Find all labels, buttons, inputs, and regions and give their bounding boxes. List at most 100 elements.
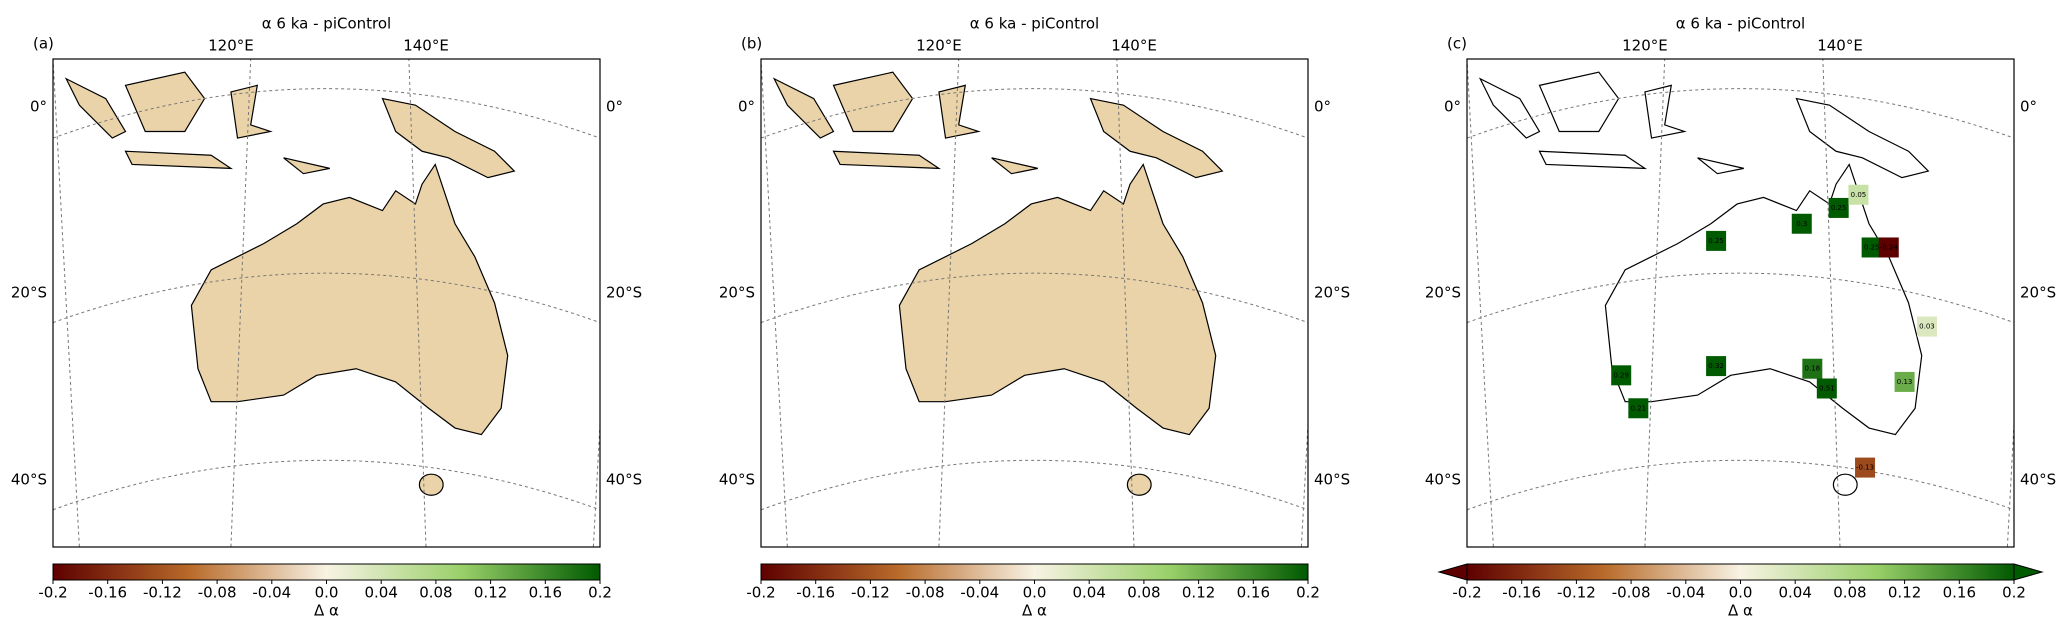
lat-label: 0°: [606, 98, 623, 116]
colorbar-tick-label: 0.16: [1237, 584, 1270, 602]
lat-label: 20°S: [1425, 284, 1461, 302]
lat-label: 0°: [738, 98, 755, 116]
land: [939, 85, 979, 138]
lon-label: 120°E: [916, 37, 962, 55]
site-value: -0.24: [1880, 243, 1899, 251]
colorbar: [52, 563, 601, 581]
graticule: [53, 59, 79, 547]
land: [833, 72, 912, 131]
land: [774, 79, 833, 138]
panel-title: α 6 ka - piControl: [1676, 15, 1805, 33]
colorbar-tick-label: 0.04: [1778, 584, 1811, 602]
colorbar-tick-label: -0.16: [88, 584, 127, 602]
site-value: 0.29: [1613, 371, 1629, 379]
land: [899, 164, 1215, 434]
map: [761, 59, 1328, 547]
colorbar-tick-label: 0.0: [1729, 584, 1753, 602]
map-frame: [1466, 58, 2015, 548]
colorbar-tick-label: -0.16: [1502, 584, 1541, 602]
site-cell: [1878, 237, 1899, 258]
site-cell: [1894, 371, 1915, 392]
land: [1539, 72, 1618, 131]
panel-label: (b): [741, 35, 762, 53]
graticule: [1467, 460, 2014, 509]
land: [383, 99, 515, 178]
site-cell: [1828, 197, 1849, 218]
land: [1645, 85, 1685, 138]
lat-label: 20°S: [719, 284, 755, 302]
map-panel: (c) α 6 ka - piControl 120°E 140°E 0° 0° 20°S 2…: [1425, 15, 2056, 620]
colorbar-tick-label: -0.12: [1557, 584, 1596, 602]
colorbar-tick-label: 0.12: [1182, 584, 1215, 602]
site-value: 0.32: [1708, 362, 1724, 370]
land: [125, 72, 204, 131]
lat-label: 0°: [1444, 98, 1461, 116]
lon-label: 140°E: [403, 37, 449, 55]
lat-label: 20°S: [11, 284, 47, 302]
colorbar-tick-label: -0.04: [252, 584, 291, 602]
lon-label: 140°E: [1111, 37, 1157, 55]
colorbar-label: Δ α: [1022, 602, 1047, 620]
colorbar-tick-label: -0.16: [796, 584, 835, 602]
land: [1480, 79, 1539, 138]
panel-label: (c): [1447, 35, 1467, 53]
graticule: [53, 273, 600, 322]
land: [833, 151, 938, 168]
geography: [1467, 59, 2034, 547]
map: [1467, 59, 2034, 547]
land: [231, 85, 271, 138]
site-cell: [1916, 316, 1937, 337]
colorbar-extend: [1437, 563, 1468, 581]
colorbar-label: Δ α: [1728, 602, 1753, 620]
graticule: [761, 89, 1308, 138]
lat-label: 20°S: [1314, 284, 1350, 302]
land: [1797, 99, 1929, 178]
graticule: [1467, 59, 1493, 547]
map-panel: (b) α 6 ka - piControl 120°E 140°E 0° 0° 20°S 2…: [719, 15, 1350, 620]
graticule: [761, 460, 1308, 509]
map: [53, 59, 620, 547]
lat-label: 20°S: [606, 284, 642, 302]
land: [66, 79, 125, 138]
colorbar-tick-label: -0.08: [1612, 584, 1651, 602]
panel-title: α 6 ka - piControl: [970, 15, 1099, 33]
colorbar-tick-label: -0.08: [198, 584, 237, 602]
colorbar-tick-label: -0.12: [143, 584, 182, 602]
lat-label: 40°S: [606, 471, 642, 489]
colorbar-tick-label: 0.16: [529, 584, 562, 602]
colorbar-tick-label: 0.04: [1072, 584, 1105, 602]
colorbar-tick-label: 0.08: [419, 584, 452, 602]
colorbar-tick-label: 0.12: [1888, 584, 1921, 602]
colorbar-tick-label: 0.2: [588, 584, 612, 602]
geography: [761, 59, 1328, 547]
map-frame: [760, 58, 1309, 548]
graticule: [53, 460, 600, 509]
colorbar: [760, 563, 1309, 581]
site-value: 0.05: [1851, 191, 1867, 199]
graticule: [53, 89, 600, 138]
land: [419, 474, 443, 495]
lat-label: 40°S: [1425, 471, 1461, 489]
site-value: 0.25: [1831, 204, 1847, 212]
lon-label: 120°E: [1622, 37, 1668, 55]
lon-label: 120°E: [208, 37, 254, 55]
site-cell: [1848, 184, 1869, 205]
site-cell: [1861, 237, 1882, 258]
panel-title: α 6 ka - piControl: [262, 15, 391, 33]
site-value: 0.21: [1631, 404, 1647, 412]
lat-label: 0°: [30, 98, 47, 116]
lat-label: 0°: [1314, 98, 1331, 116]
graticule: [1467, 89, 2014, 138]
geography: [53, 59, 620, 547]
colorbar-label: Δ α: [314, 602, 339, 620]
site-value: 0.18: [1805, 365, 1821, 373]
lat-label: 40°S: [719, 471, 755, 489]
lat-label: 0°: [2020, 98, 2037, 116]
land: [1127, 474, 1151, 495]
land: [1091, 99, 1223, 178]
site-cell: [1706, 230, 1727, 251]
site-value: 0.13: [1897, 378, 1913, 386]
colorbar-tick-label: 0.08: [1833, 584, 1866, 602]
colorbar-tick-label: -0.2: [38, 584, 67, 602]
land: [1698, 158, 1744, 174]
